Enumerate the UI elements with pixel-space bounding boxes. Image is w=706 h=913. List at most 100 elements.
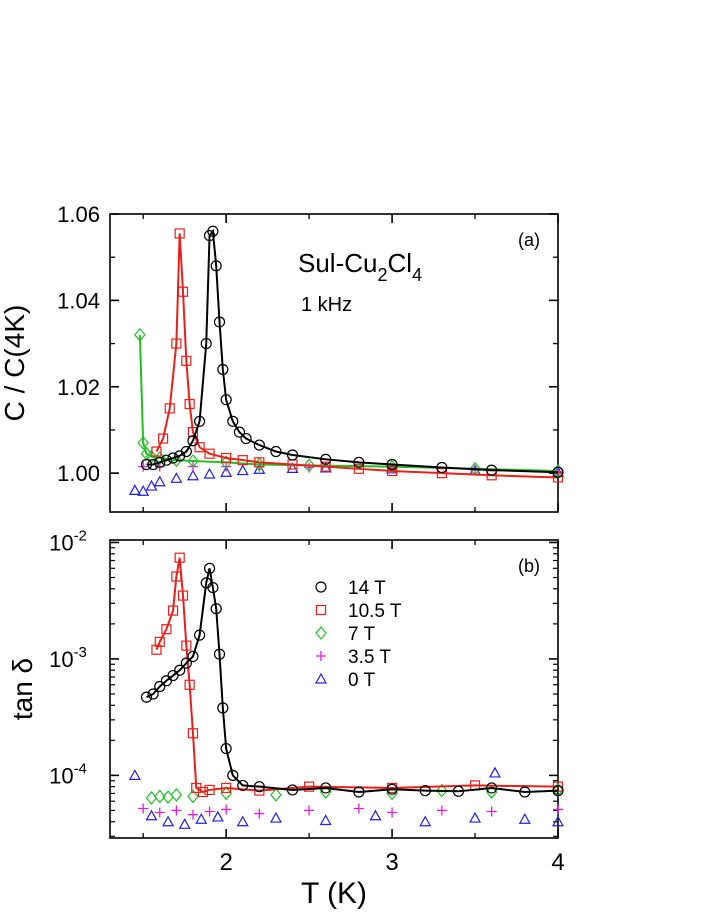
y-tick-label: 1.06 — [57, 202, 100, 227]
data-point — [187, 427, 199, 438]
data-point — [154, 680, 166, 693]
data-point — [162, 815, 175, 827]
legend-label: 14 T — [348, 578, 386, 599]
data-point — [419, 815, 432, 827]
data-point — [180, 445, 192, 458]
data-point — [253, 439, 265, 451]
data-point — [151, 644, 162, 655]
series-3-5-t — [138, 803, 563, 820]
data-point — [164, 403, 175, 414]
data-point — [194, 629, 206, 641]
material-annotation: Sul-Cu2Cl4 — [298, 248, 422, 285]
data-point — [387, 807, 398, 818]
data-point — [203, 562, 216, 574]
data-point — [151, 446, 162, 457]
data-point — [174, 552, 185, 563]
series-14-t — [140, 562, 564, 798]
series-group-a — [128, 225, 565, 496]
data-point — [197, 786, 209, 798]
series-7-t — [134, 327, 564, 478]
data-point — [147, 688, 159, 700]
data-point — [174, 664, 186, 676]
data-point — [386, 783, 398, 795]
legend-marker — [315, 626, 327, 640]
data-point — [436, 805, 447, 816]
data-point — [181, 355, 192, 366]
legend-label: 0 T — [348, 670, 376, 691]
data-point — [319, 785, 332, 799]
series-14-t — [140, 225, 564, 478]
legend-label: 3.5 T — [348, 647, 391, 668]
data-point — [304, 781, 315, 792]
x-ticks-a — [142, 214, 559, 512]
y-tick-label: 10-4 — [49, 760, 87, 788]
data-point — [221, 804, 232, 815]
data-point — [254, 808, 265, 819]
y-ticks-b: 10-410-310-2 — [49, 527, 558, 837]
y-axis-label-b: tan δ — [7, 658, 38, 720]
data-point — [171, 338, 182, 349]
data-point — [419, 785, 431, 797]
data-point — [253, 781, 265, 793]
data-point — [134, 327, 146, 342]
data-point — [237, 779, 249, 792]
data-point — [167, 605, 179, 616]
data-point — [138, 803, 149, 814]
data-point — [178, 818, 191, 829]
data-point — [553, 804, 563, 815]
plot-frame-b — [109, 539, 559, 839]
y-tick-label: 1.00 — [57, 461, 100, 486]
data-point — [154, 636, 165, 648]
data-point — [140, 458, 153, 471]
data-point — [177, 590, 189, 601]
data-point — [253, 463, 266, 474]
data-point — [320, 461, 331, 472]
legend-marker — [315, 604, 327, 616]
data-point — [353, 463, 364, 474]
data-point — [174, 228, 185, 239]
data-point — [220, 742, 232, 755]
data-point — [170, 472, 183, 483]
y-tick-label: 1.04 — [57, 288, 100, 313]
data-point — [187, 454, 199, 468]
data-point — [203, 467, 216, 479]
y-tick-base: 10 — [49, 763, 73, 788]
data-point — [552, 466, 564, 478]
data-point — [217, 702, 229, 714]
data-point — [386, 786, 398, 801]
legend-label: 10.5 T — [348, 601, 402, 622]
data-point — [210, 260, 222, 272]
data-point — [353, 803, 364, 814]
panel-label-a: (a) — [518, 230, 540, 250]
data-point — [353, 786, 365, 798]
data-point — [217, 363, 229, 376]
series-line — [138, 334, 559, 472]
data-point — [227, 769, 239, 781]
data-point — [187, 809, 198, 820]
data-point — [236, 815, 249, 827]
data-point — [486, 806, 497, 817]
data-point — [488, 766, 501, 778]
y-tick-exponent: -3 — [74, 644, 87, 661]
y-tick-label: 10-3 — [49, 644, 87, 672]
data-point — [147, 458, 159, 471]
data-point — [221, 782, 232, 794]
data-point — [237, 455, 248, 466]
y-tick-exponent: -2 — [74, 527, 87, 544]
data-point — [551, 815, 565, 827]
data-point — [286, 449, 299, 461]
data-point — [220, 394, 232, 406]
data-point — [469, 811, 482, 823]
x-axis-label: T (K) — [301, 877, 367, 910]
data-point — [286, 462, 299, 473]
x-tick-label: 4 — [551, 849, 564, 876]
data-point — [160, 454, 173, 466]
legend: 14 T10.5 T7 T3.5 T0 T — [314, 578, 402, 691]
y-tick-base: 10 — [49, 530, 73, 555]
data-point — [286, 784, 299, 796]
data-point — [227, 415, 239, 427]
data-point — [240, 432, 252, 445]
data-point — [320, 453, 332, 465]
y-axis-label-a: C / C(4K) — [0, 305, 30, 422]
data-point — [157, 433, 169, 444]
